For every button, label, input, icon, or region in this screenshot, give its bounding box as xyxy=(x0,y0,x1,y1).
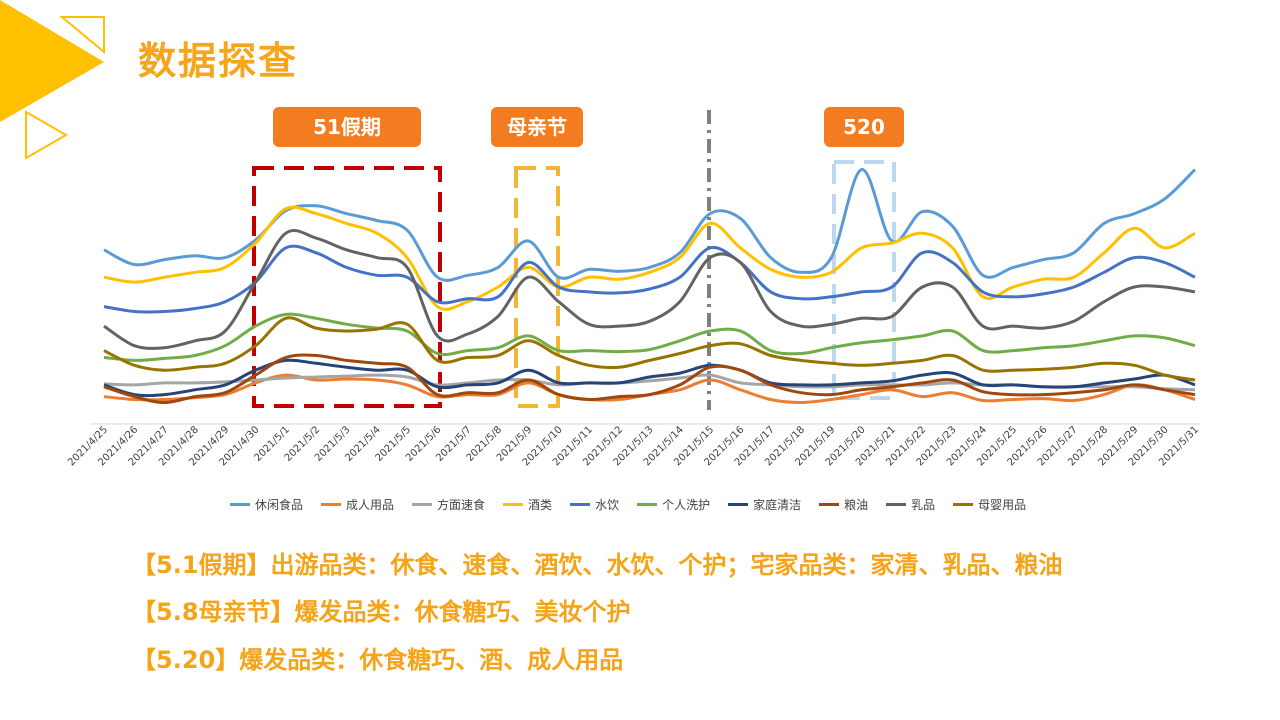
legend-label: 方面速食 xyxy=(437,498,486,512)
page-title: 数据探查 xyxy=(138,39,299,83)
x-tick-labels: 2021/4/252021/4/262021/4/272021/4/282021… xyxy=(66,424,1201,468)
decor-filled-triangle xyxy=(0,0,104,122)
decor-triangles xyxy=(0,0,105,160)
series-line-7 xyxy=(103,353,1196,405)
legend-item: 成人用品 xyxy=(321,496,394,513)
line-chart: 2021/4/252021/4/262021/4/272021/4/282021… xyxy=(66,110,1201,468)
series-group xyxy=(103,168,1197,405)
conclusion-line-2: 【5.8母亲节】爆发品类：休食糖巧、美妆个护 xyxy=(132,598,631,626)
legend-item: 休闲食品 xyxy=(230,496,303,513)
series-line-3 xyxy=(103,205,1196,311)
series-line-0 xyxy=(103,168,1197,282)
legend-label: 休闲食品 xyxy=(255,498,304,512)
conclusion-line-3: 【5.20】爆发品类：休食糖巧、酒、成人用品 xyxy=(132,646,624,674)
tag-51-holiday: 51假期 xyxy=(273,107,421,147)
series-line-8 xyxy=(103,228,1196,350)
legend-label: 水饮 xyxy=(595,498,620,512)
decor-outline-triangle-bottom xyxy=(25,110,69,160)
legend-item: 酒类 xyxy=(503,496,552,513)
tag-520: 520 xyxy=(824,107,904,147)
legend-swatch xyxy=(230,503,250,506)
chart-legend: 休闲食品 成人用品 方面速食 酒类 水饮 个人洗护 家庭清洁 粮油 乳品 母婴用品 xyxy=(230,496,1026,513)
conclusion-line-1: 【5.1假期】出游品类：休食、速食、酒饮、水饮、个护；宅家品类：家清、乳品、粮油 xyxy=(132,551,1063,579)
legend-item: 个人洗护 xyxy=(637,496,710,513)
legend-swatch xyxy=(321,503,342,506)
series-line-6 xyxy=(103,358,1196,398)
legend-swatch xyxy=(570,503,591,506)
legend-label: 酒类 xyxy=(528,498,553,512)
legend-item: 水饮 xyxy=(570,496,619,513)
tag-mothers-day: 母亲节 xyxy=(491,107,583,147)
legend-item: 母婴用品 xyxy=(953,496,1026,513)
legend-label: 粮油 xyxy=(844,498,869,512)
legend-swatch xyxy=(503,503,524,506)
legend-label: 母婴用品 xyxy=(978,498,1027,512)
legend-item: 家庭清洁 xyxy=(728,496,801,513)
decor-outline-triangle-top xyxy=(59,16,105,55)
legend-swatch xyxy=(819,503,840,506)
legend-swatch xyxy=(886,503,907,506)
legend-item: 方面速食 xyxy=(412,496,485,513)
legend-swatch xyxy=(953,503,974,506)
legend-swatch xyxy=(637,503,658,506)
legend-label: 家庭清洁 xyxy=(753,498,802,512)
legend-item: 乳品 xyxy=(886,496,935,513)
legend-item: 粮油 xyxy=(819,496,868,513)
legend-swatch xyxy=(728,503,749,506)
series-line-5 xyxy=(103,312,1196,362)
series-line-9 xyxy=(103,316,1196,382)
legend-swatch xyxy=(412,503,433,506)
box-520 xyxy=(832,160,896,400)
legend-label: 乳品 xyxy=(911,498,936,512)
series-line-4 xyxy=(103,244,1196,314)
legend-label: 个人洗护 xyxy=(662,498,711,512)
legend-label: 成人用品 xyxy=(346,498,395,512)
